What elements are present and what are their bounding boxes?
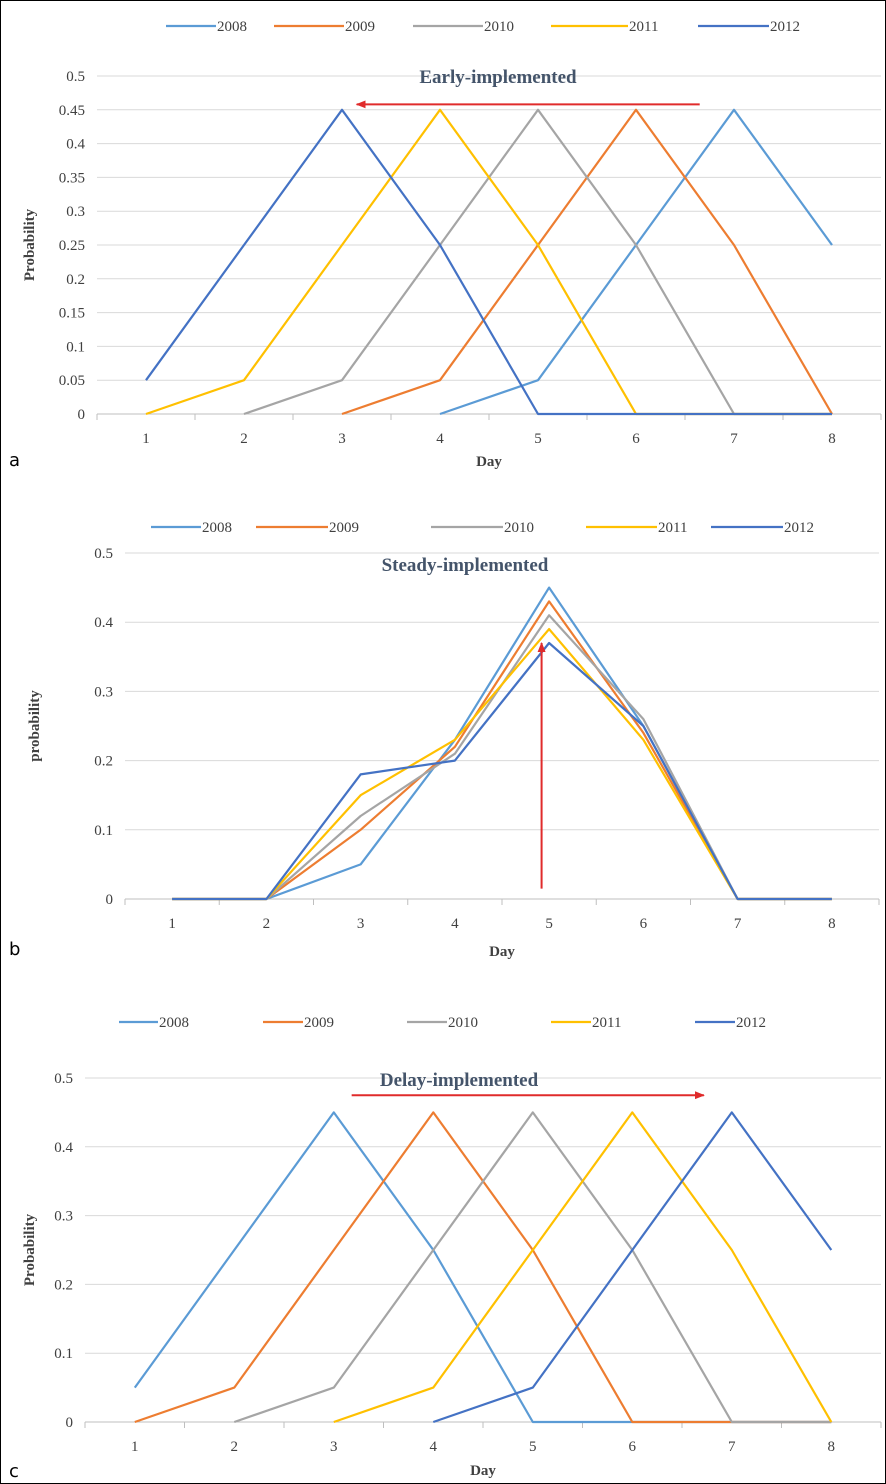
legend-label: 2010 [448, 1015, 478, 1031]
series-line-2008 [172, 586, 832, 901]
x-tick-label: 1 [168, 916, 176, 932]
y-tick-label: 0 [66, 1415, 74, 1431]
legend-label: 2008 [159, 1015, 189, 1031]
y-tick-label: 0.2 [54, 1277, 73, 1293]
x-tick-label: 3 [330, 1439, 338, 1455]
x-axis-title: Day [476, 454, 502, 470]
y-tick-label: 0.5 [54, 1071, 73, 1087]
x-tick-label: 7 [734, 916, 742, 932]
annotation-label: Early-implemented [419, 67, 577, 88]
chart-a: 0 0.05 0.1 0.15 0.2 0.25 0.3 0.35 0.4 0.45 0.5 1 2 3 4… [9, 19, 882, 471]
series-line-2011 [172, 628, 832, 901]
y-tick-label: 0.3 [54, 1209, 73, 1225]
y-tick-label: 0.15 [59, 306, 85, 322]
y-tick-label: 0.4 [54, 1140, 73, 1156]
x-tick-label: 6 [632, 431, 640, 447]
y-tick-label: 0.5 [94, 546, 113, 562]
panel-label: c [9, 1461, 19, 1482]
x-tick-label: 3 [338, 431, 346, 447]
y-tick-label: 0.35 [59, 170, 85, 186]
y-axis-title: Probability [22, 208, 38, 281]
series-line-2012 [145, 108, 832, 416]
y-tick-label: 0.1 [94, 823, 113, 839]
annotation-label: Delay-implemented [380, 1070, 539, 1091]
y-tick-label: 0.45 [59, 103, 85, 119]
series-line-2010 [233, 1111, 832, 1424]
x-tick-label: 2 [240, 431, 248, 447]
x-axis-title: Day [470, 1463, 496, 1479]
y-tick-label: 0.4 [94, 615, 113, 631]
x-tick-label: 1 [142, 431, 150, 447]
y-tick-label: 0 [78, 407, 86, 423]
legend-label: 2010 [484, 19, 514, 35]
x-tick-label: 1 [131, 1439, 139, 1455]
series-line-2008 [439, 108, 833, 416]
x-tick-label: 4 [430, 1439, 438, 1455]
x-tick-label: 8 [828, 916, 836, 932]
series-line-2009 [134, 1111, 832, 1424]
x-tick-label: 3 [357, 916, 365, 932]
y-tick-label: 0.3 [94, 684, 113, 700]
series-line-2011 [333, 1111, 833, 1424]
y-tick-label: 0 [106, 892, 114, 908]
y-tick-label: 0.4 [66, 137, 85, 153]
legend-label: 2008 [202, 520, 232, 536]
annotation-label: Steady-implemented [382, 555, 549, 576]
x-tick-label: 6 [640, 916, 648, 932]
y-tick-label: 0.05 [59, 373, 85, 389]
chart-b: 0 0.1 0.2 0.3 0.4 0.5 1 2 3 4 5 6 7 8 2008 2009 2010 2011… [9, 520, 880, 960]
x-tick-label: 5 [529, 1439, 537, 1455]
y-tick-label: 0.25 [59, 238, 85, 254]
x-tick-label: 5 [534, 431, 542, 447]
legend-label: 2010 [504, 520, 534, 536]
series-line-2010 [172, 614, 832, 901]
y-tick-label: 0.3 [66, 204, 85, 220]
x-tick-label: 2 [263, 916, 271, 932]
series-line-2008 [133, 1111, 832, 1424]
chart-c: 0 0.1 0.2 0.3 0.4 0.5 1 2 3 4 5 6 7 8 2008 2009 2010 2011… [9, 1015, 882, 1482]
legend-label: 2012 [784, 520, 814, 536]
panel-label: a [9, 450, 20, 471]
y-tick-label: 0.1 [54, 1346, 73, 1362]
series-line-2011 [145, 108, 832, 416]
x-tick-label: 5 [545, 916, 553, 932]
x-tick-label: 7 [728, 1439, 736, 1455]
y-tick-label: 0.2 [66, 272, 85, 288]
x-tick-label: 8 [828, 1439, 836, 1455]
series-line-2012 [172, 641, 832, 901]
y-tick-label: 0.2 [94, 754, 113, 770]
x-tick-label: 2 [231, 1439, 239, 1455]
panel-label: b [9, 939, 20, 960]
x-tick-label: 7 [730, 431, 738, 447]
legend-label: 2011 [658, 520, 687, 536]
series-line-2012 [432, 1111, 833, 1424]
legend-label: 2011 [592, 1015, 621, 1031]
series-line-2009 [172, 600, 832, 901]
y-tick-label: 0.5 [66, 69, 85, 85]
y-tick-label: 0.1 [66, 339, 85, 355]
legend-label: 2009 [345, 19, 375, 35]
x-tick-label: 4 [436, 431, 444, 447]
legend-label: 2012 [770, 19, 800, 35]
y-axis-title: probability [27, 690, 43, 762]
legend-label: 2012 [736, 1015, 766, 1031]
x-axis-title: Day [489, 944, 515, 960]
legend-label: 2009 [329, 520, 359, 536]
x-tick-label: 6 [629, 1439, 637, 1455]
x-tick-label: 8 [828, 431, 836, 447]
legend-label: 2009 [304, 1015, 334, 1031]
x-tick-label: 4 [451, 916, 459, 932]
y-axis-title: Probability [22, 1213, 38, 1286]
series-line-2009 [341, 108, 833, 416]
legend-label: 2008 [217, 19, 247, 35]
legend-label: 2011 [629, 19, 658, 35]
